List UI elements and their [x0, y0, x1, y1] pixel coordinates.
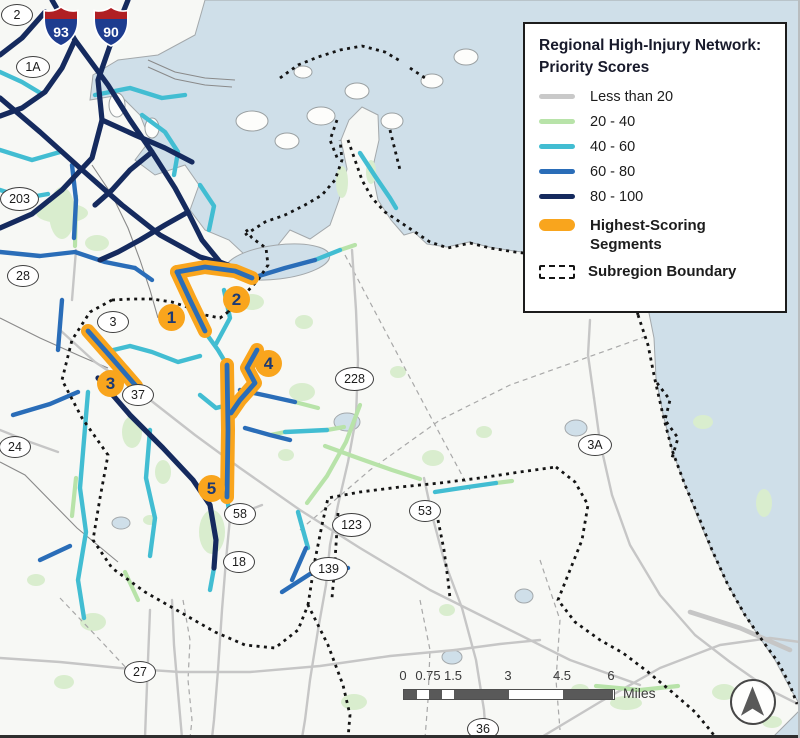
legend-item-20-40: 20 - 40 [539, 114, 771, 130]
route-marker-139: 139 [309, 557, 348, 581]
swatch-highest-scoring [539, 218, 575, 231]
legend-item-40-60: 40 - 60 [539, 139, 771, 155]
route-marker-58: 58 [224, 503, 256, 525]
legend-item-subregion-boundary: Subregion Boundary [539, 262, 771, 282]
islands-layer [108, 48, 479, 150]
segment-badge-2: 2 [223, 286, 250, 313]
route-marker-36: 36 [467, 718, 499, 738]
roads-60-80 [0, 162, 351, 595]
legend-item-60-80: 60 - 80 [539, 164, 771, 180]
legend-item-lt20: Less than 20 [539, 89, 771, 105]
segment-badge-3: 3 [97, 370, 124, 397]
route-marker-3a: 3A [578, 434, 612, 456]
scale-tick-0: 0 [399, 668, 407, 683]
swatch-20-40 [539, 119, 575, 125]
route-marker-18: 18 [223, 551, 255, 573]
legend-title: Regional High-Injury Network: Priority S… [539, 37, 762, 77]
legend-item-highest-scoring: Highest-Scoring Segments [539, 216, 771, 255]
map-frame-right [798, 0, 800, 738]
interstate-shield-93: 93 [43, 5, 79, 47]
route-marker-53: 53 [409, 500, 441, 522]
swatch-40-60 [539, 144, 575, 150]
scale-unit-label: Miles [623, 685, 656, 701]
svg-text:93: 93 [53, 24, 69, 40]
route-marker-37: 37 [122, 384, 154, 406]
interstate-shield-90: 90 [93, 5, 129, 47]
highest-scoring-cores [85, 264, 260, 500]
route-marker-2: 2 [1, 4, 33, 26]
roads-80-100 [0, 0, 243, 571]
legend-panel: Regional High-Injury Network: Priority S… [523, 22, 787, 313]
scale-tick-15: 1.5 [443, 668, 463, 683]
swatch-lt20 [539, 94, 575, 100]
route-marker-228: 228 [335, 367, 374, 391]
route-marker-28: 28 [7, 265, 39, 287]
parks-layer [27, 160, 782, 728]
swatch-60-80 [539, 169, 575, 175]
north-arrow-icon [730, 679, 776, 725]
route-marker-1a: 1A [16, 56, 50, 78]
route-marker-3: 3 [97, 311, 129, 333]
route-marker-27: 27 [124, 661, 156, 683]
map-frame-bottom [0, 735, 800, 738]
legend-item-80-100: 80 - 100 [539, 189, 771, 205]
route-marker-203: 203 [0, 187, 39, 211]
segment-badge-5: 5 [198, 475, 225, 502]
scale-tick-6: 6 [607, 668, 615, 683]
swatch-subregion-boundary [539, 264, 575, 279]
route-marker-24: 24 [0, 436, 31, 458]
scale-tick-075: 0.75 [415, 668, 441, 683]
route-marker-123: 123 [332, 513, 371, 537]
segment-badge-4: 4 [255, 350, 282, 377]
scale-tick-45: 4.5 [552, 668, 572, 683]
segment-badge-1: 1 [158, 304, 185, 331]
scale-tick-3: 3 [504, 668, 512, 683]
municipal-boundaries [59, 254, 651, 738]
scale-bar: 0 0.75 1.5 3 4.5 6 Miles [395, 668, 685, 712]
scale-bar-segments [403, 689, 615, 700]
swatch-80-100 [539, 194, 575, 200]
svg-text:90: 90 [103, 24, 119, 40]
